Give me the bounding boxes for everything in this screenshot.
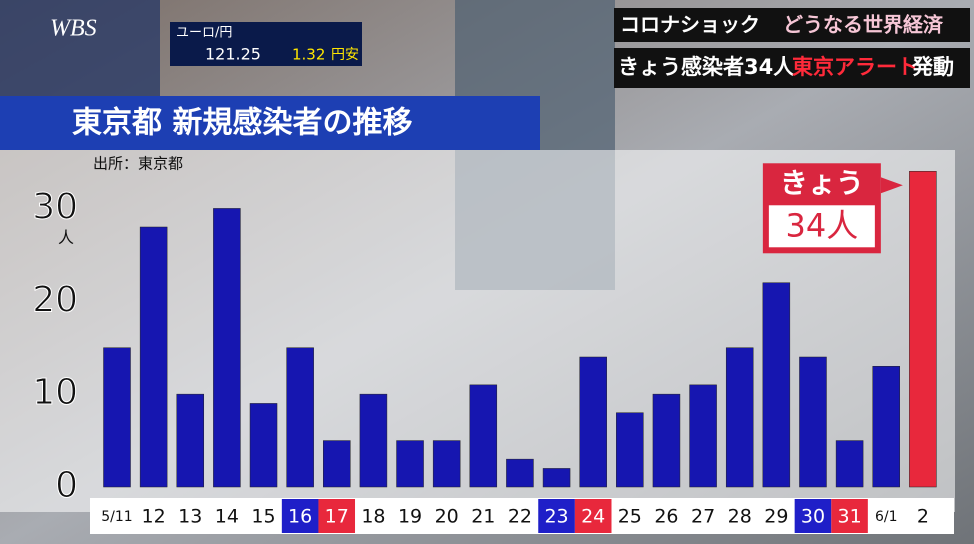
fx-rate: 121.25 <box>205 45 261 64</box>
bar <box>286 347 314 488</box>
bar <box>249 403 278 488</box>
bar <box>799 356 827 488</box>
bar <box>835 440 864 488</box>
category-label-bg <box>281 499 319 533</box>
callout-inner <box>768 205 875 248</box>
title-band <box>0 96 540 150</box>
headline-tag: コロナショック <box>620 13 760 37</box>
x-tick-label: 19 <box>398 506 422 528</box>
logo: WBS <box>50 16 97 42</box>
bar <box>139 226 168 488</box>
x-tick-label: 5/11 <box>101 509 132 525</box>
category-label-bg <box>501 499 539 533</box>
x-tick-label: 27 <box>691 506 715 528</box>
x-tick-label: 26 <box>654 506 678 528</box>
category-label-bg <box>831 499 868 533</box>
bar <box>689 384 717 488</box>
bar <box>103 347 131 488</box>
category-label-bg <box>684 499 722 533</box>
category-label-bg <box>98 499 136 533</box>
bar <box>213 208 241 488</box>
y-tick-label: 20 <box>32 279 78 320</box>
headline-sub: どうなる世界経済 <box>783 13 944 37</box>
bar <box>725 347 754 488</box>
headline-main: きょう感染者34人 <box>618 55 794 79</box>
bar <box>359 393 388 488</box>
x-tick-label: 17 <box>325 506 349 528</box>
x-tick-label: 21 <box>471 506 495 528</box>
category-label-bg <box>391 499 429 533</box>
fx-change: 1.32 <box>292 46 325 64</box>
source-note: 出所：東京都 <box>93 155 183 173</box>
bar <box>579 356 607 488</box>
category-label-bg <box>245 499 282 533</box>
category-label-bg <box>464 499 502 533</box>
category-label-bg <box>758 499 795 533</box>
x-tick-label: 14 <box>215 506 239 528</box>
x-tick-label: 16 <box>288 506 312 528</box>
category-label-bg <box>538 499 575 533</box>
x-tick-label: 29 <box>764 506 788 528</box>
callout-line1: きょう <box>780 166 864 199</box>
fx-direction: 円安 <box>331 47 359 63</box>
category-label-bg <box>208 499 246 533</box>
category-label-bg <box>318 499 356 533</box>
y-tick-label: 30 <box>32 186 78 227</box>
x-tick-label: 12 <box>142 506 166 528</box>
logo-area <box>0 0 160 100</box>
bar <box>909 171 937 488</box>
category-label-bg <box>794 499 832 533</box>
fx-box <box>170 22 362 66</box>
x-tick-label: 22 <box>508 506 532 528</box>
bar <box>652 393 681 488</box>
x-tick-label: 13 <box>178 506 202 528</box>
bar <box>872 366 900 488</box>
bar <box>469 384 498 488</box>
category-label-bg <box>904 499 942 533</box>
category-label-bg <box>574 499 612 533</box>
bar <box>323 440 351 488</box>
fx-pair: ユーロ/円 <box>176 26 232 41</box>
x-tick-label: 2 <box>917 506 929 528</box>
category-label-bg <box>648 499 685 533</box>
x-tick-label: 15 <box>251 506 275 528</box>
bar <box>506 458 534 488</box>
headline-top <box>614 8 970 42</box>
category-label-bg <box>355 499 392 533</box>
x-tick-label: 30 <box>801 506 825 528</box>
category-label-bg <box>171 499 209 533</box>
bar <box>616 412 644 488</box>
x-tick-label: 25 <box>618 506 642 528</box>
x-tick-label: 31 <box>838 506 862 528</box>
x-tick-label: 24 <box>581 506 605 528</box>
bar <box>762 282 791 488</box>
chart-title: 東京都 新規感染者の推移 <box>72 106 412 141</box>
category-label-bg <box>135 499 172 533</box>
headline-end: 発動 <box>911 55 954 79</box>
bar <box>176 393 205 488</box>
x-tick-label: 23 <box>544 506 568 528</box>
x-tick-label: 18 <box>361 506 385 528</box>
x-tick-label: 20 <box>435 506 459 528</box>
bar <box>396 440 424 488</box>
y-tick-label: 10 <box>32 372 78 413</box>
y-tick-label: 0 <box>55 465 78 506</box>
x-tick-label: 28 <box>728 506 752 528</box>
category-label-bg <box>721 499 759 533</box>
y-unit: 人 <box>58 228 74 247</box>
headline-alert: 東京アラート <box>792 55 918 79</box>
callout-pointer <box>880 177 903 194</box>
headline-bottom <box>614 48 970 88</box>
x-tick-label: 6/1 <box>875 509 898 525</box>
category-label-bg <box>867 499 905 533</box>
category-label-bg <box>611 499 649 533</box>
bar <box>432 440 461 488</box>
bar <box>542 468 571 488</box>
callout-line2: 34人 <box>785 206 858 244</box>
category-label-bg <box>428 499 465 533</box>
